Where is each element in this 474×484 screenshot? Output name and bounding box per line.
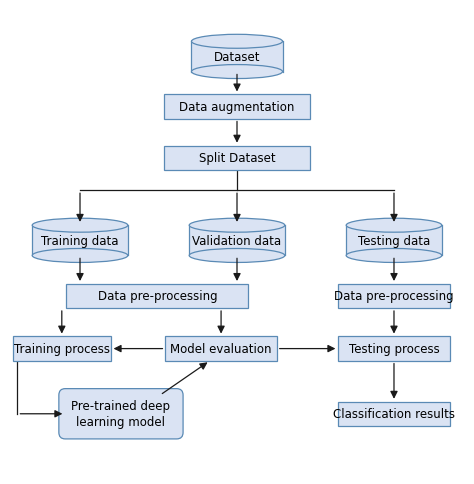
Bar bbox=[13, 337, 111, 361]
Bar bbox=[191, 42, 283, 73]
Bar bbox=[164, 95, 310, 120]
Text: Training data: Training data bbox=[41, 234, 119, 247]
Ellipse shape bbox=[346, 249, 442, 263]
Text: Model evaluation: Model evaluation bbox=[170, 342, 272, 355]
Text: Data augmentation: Data augmentation bbox=[179, 101, 295, 114]
Text: Validation data: Validation data bbox=[192, 234, 282, 247]
Text: Testing process: Testing process bbox=[348, 342, 439, 355]
Ellipse shape bbox=[32, 219, 128, 233]
Bar bbox=[32, 226, 128, 256]
Bar bbox=[66, 284, 248, 308]
Bar bbox=[346, 226, 442, 256]
FancyBboxPatch shape bbox=[59, 389, 183, 439]
Ellipse shape bbox=[32, 249, 128, 263]
Bar bbox=[338, 337, 450, 361]
Text: Data pre-processing: Data pre-processing bbox=[334, 290, 454, 303]
Bar bbox=[164, 146, 310, 170]
Ellipse shape bbox=[346, 219, 442, 233]
Text: Data pre-processing: Data pre-processing bbox=[98, 290, 217, 303]
Bar bbox=[165, 337, 277, 361]
Text: Classification results: Classification results bbox=[333, 408, 455, 421]
Ellipse shape bbox=[189, 219, 285, 233]
Bar bbox=[189, 226, 285, 256]
Bar bbox=[338, 284, 450, 308]
Text: Split Dataset: Split Dataset bbox=[199, 152, 275, 165]
Text: Pre-trained deep
learning model: Pre-trained deep learning model bbox=[72, 399, 171, 428]
Text: Testing data: Testing data bbox=[358, 234, 430, 247]
Ellipse shape bbox=[191, 65, 283, 79]
Ellipse shape bbox=[191, 35, 283, 49]
Text: Dataset: Dataset bbox=[214, 51, 260, 64]
Ellipse shape bbox=[189, 249, 285, 263]
Text: Training process: Training process bbox=[14, 342, 110, 355]
Bar bbox=[338, 402, 450, 426]
